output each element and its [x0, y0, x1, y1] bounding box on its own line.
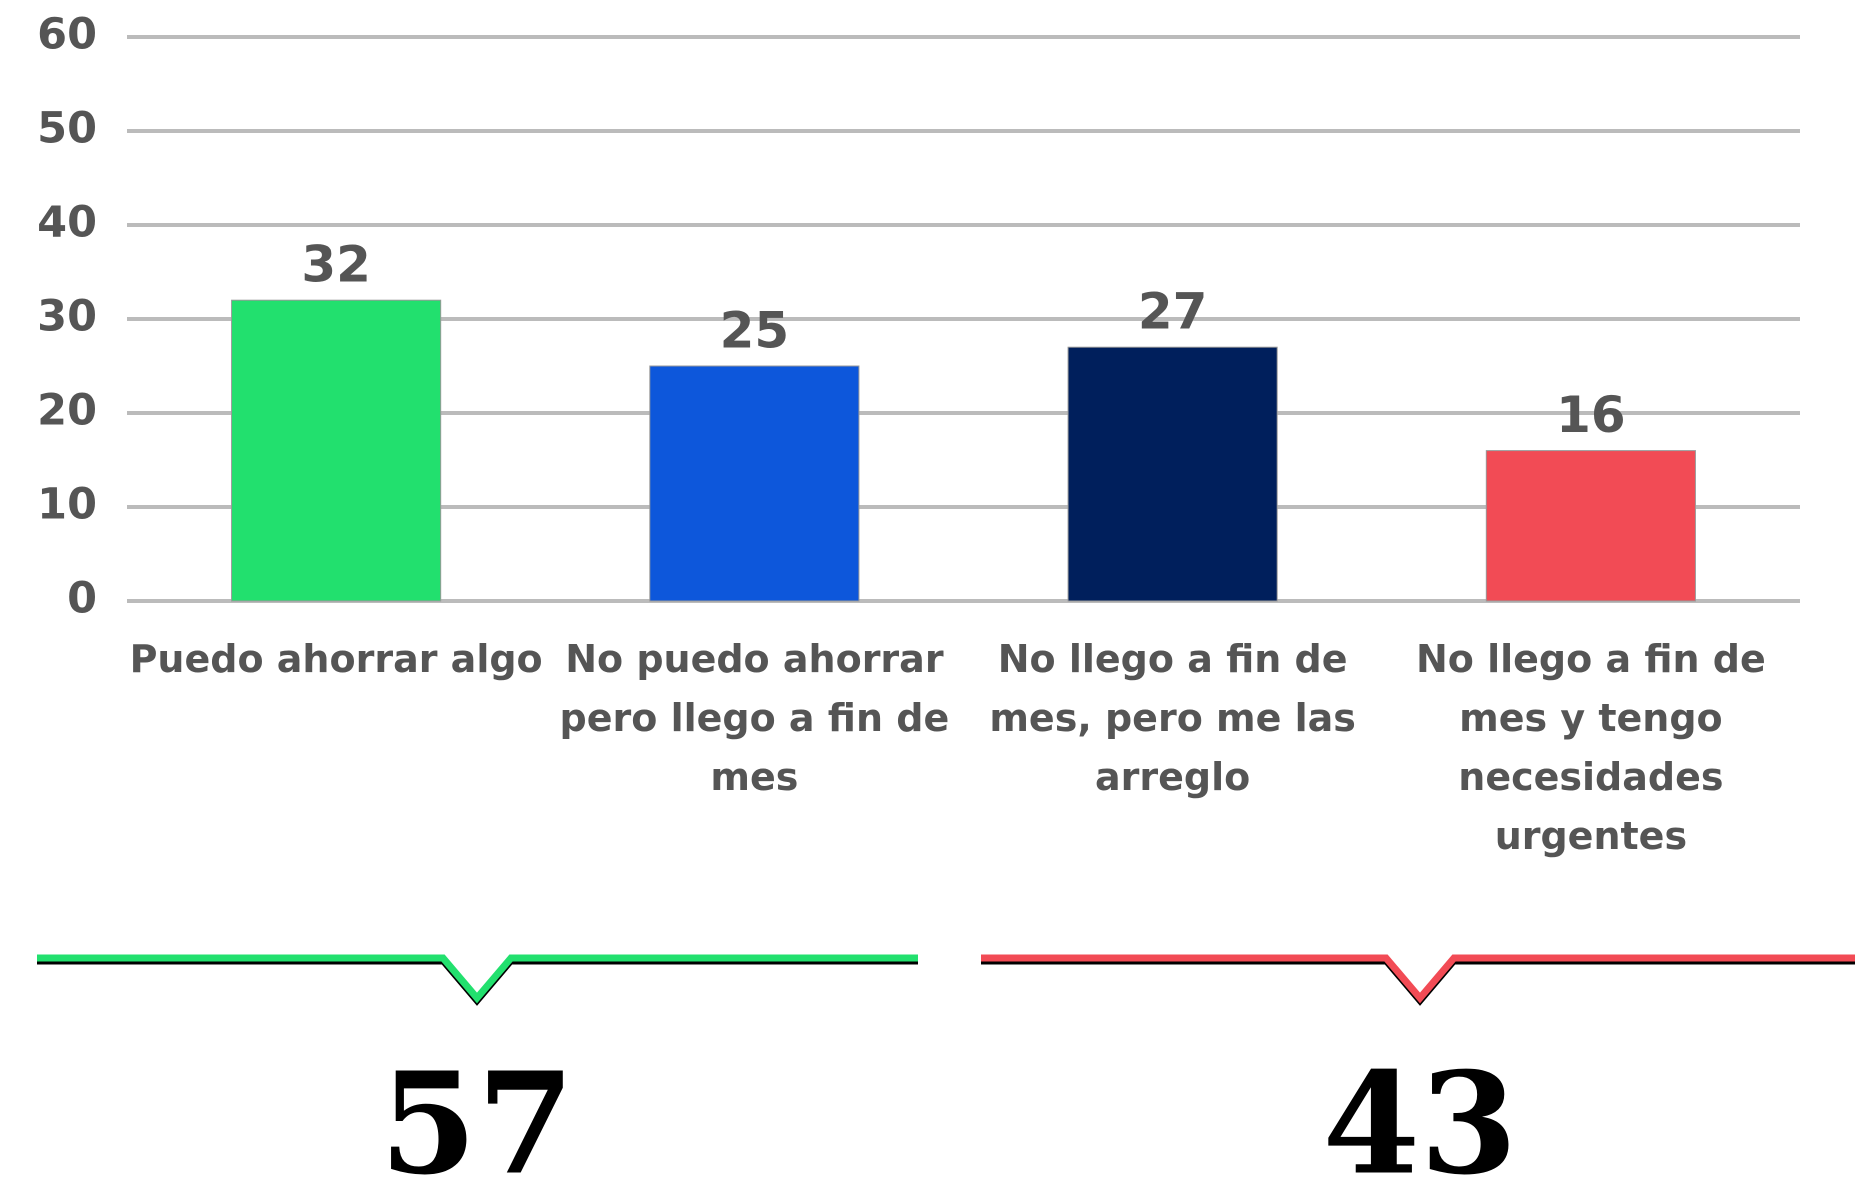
bar: [1485, 450, 1696, 602]
y-tick-label: 60: [37, 10, 97, 60]
bar: [231, 299, 442, 602]
value-label: 32: [301, 236, 371, 294]
group-total: 57: [380, 1043, 575, 1201]
bar: [649, 365, 860, 602]
y-tick-label: 30: [37, 292, 97, 342]
x-tick-label: Puedo ahorrar algo: [129, 637, 543, 681]
group-total: 43: [1323, 1043, 1518, 1201]
value-label: 27: [1138, 283, 1208, 341]
bracket: [981, 954, 1855, 1004]
x-tick-label: No llego a fin de mes, pero me las arreg…: [989, 637, 1356, 799]
y-tick-label: 0: [67, 574, 97, 624]
y-tick-label: 40: [37, 198, 97, 248]
x-tick-label: No llego a fin de mes y tengo necesidade…: [1415, 637, 1766, 858]
y-tick-label: 10: [37, 480, 97, 530]
x-tick-label: No puedo ahorrar pero llego a fin de mes: [559, 637, 950, 799]
bar: [1067, 346, 1278, 602]
value-label: 16: [1556, 386, 1626, 444]
value-label: 25: [720, 302, 790, 360]
y-tick-label: 20: [37, 386, 97, 436]
y-tick-label: 50: [37, 104, 97, 154]
bracket: [37, 954, 918, 1004]
